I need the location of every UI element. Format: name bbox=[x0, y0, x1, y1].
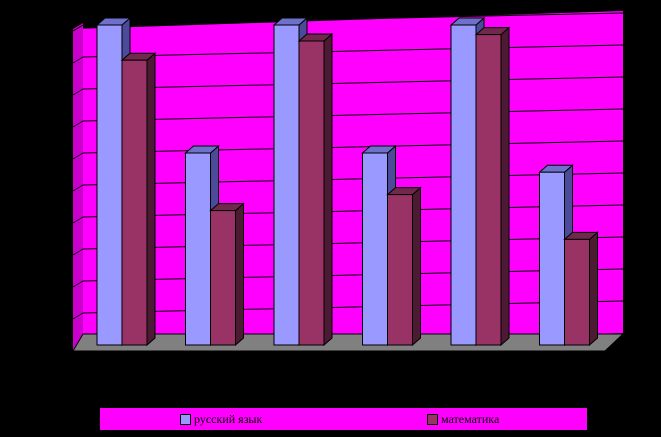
gridline-side-10 bbox=[72, 24, 84, 32]
gridline-6 bbox=[82, 140, 624, 154]
bar-side-s1-c3 bbox=[412, 186, 421, 347]
legend-swatch-russian bbox=[180, 413, 191, 425]
gridline-1 bbox=[82, 300, 624, 314]
gridline-side-7 bbox=[72, 120, 84, 128]
bar-s1-c0 bbox=[121, 59, 148, 346]
gridline-side-2 bbox=[72, 280, 84, 288]
gridline-7 bbox=[82, 108, 624, 122]
gridline-2 bbox=[82, 268, 624, 282]
gridline-side-1 bbox=[72, 312, 84, 320]
gridline-side-5 bbox=[72, 184, 84, 192]
gridline-side-3 bbox=[72, 248, 84, 256]
gridline-side-4 bbox=[72, 216, 84, 224]
gridline-side-8 bbox=[72, 88, 84, 96]
bar-side-s1-c0 bbox=[146, 52, 156, 347]
legend-label-russian: русский язык bbox=[194, 411, 263, 426]
bar-s0-c2 bbox=[273, 24, 300, 346]
bar-s1-c1 bbox=[210, 210, 236, 346]
plot-side-wall bbox=[73, 23, 83, 351]
legend-item-math: математика bbox=[427, 411, 499, 427]
bar-side-s1-c4 bbox=[500, 26, 510, 347]
gridline-8 bbox=[82, 76, 624, 90]
bar-s0-c5 bbox=[539, 171, 565, 346]
bar-s1-c5 bbox=[564, 238, 590, 346]
legend-label-math: математика bbox=[441, 411, 500, 426]
bar-s1-c3 bbox=[387, 194, 413, 346]
bar-s0-c0 bbox=[96, 24, 123, 346]
legend-item-russian: русский язык bbox=[180, 411, 262, 427]
gridline-3 bbox=[82, 236, 624, 250]
bar-side-s1-c2 bbox=[323, 32, 333, 347]
gridline-side-6 bbox=[72, 152, 84, 160]
bar-s0-c3 bbox=[362, 152, 388, 346]
bar-side-s1-c5 bbox=[589, 231, 598, 347]
gridlines bbox=[72, 12, 624, 320]
bars bbox=[95, 16, 599, 347]
bar-s0-c4 bbox=[450, 24, 477, 346]
gridline-4 bbox=[82, 204, 624, 218]
gridline-5 bbox=[82, 172, 624, 186]
legend: русский язык математика bbox=[100, 408, 587, 430]
gridline-side-9 bbox=[72, 56, 84, 64]
gridline-10 bbox=[82, 12, 624, 26]
bar-side-s1-c1 bbox=[235, 202, 244, 347]
bar-s0-c1 bbox=[185, 152, 211, 346]
bar-s1-c2 bbox=[298, 40, 325, 346]
legend-swatch-math bbox=[427, 413, 438, 425]
gridline-9 bbox=[82, 44, 624, 58]
bar-s1-c4 bbox=[475, 34, 502, 346]
